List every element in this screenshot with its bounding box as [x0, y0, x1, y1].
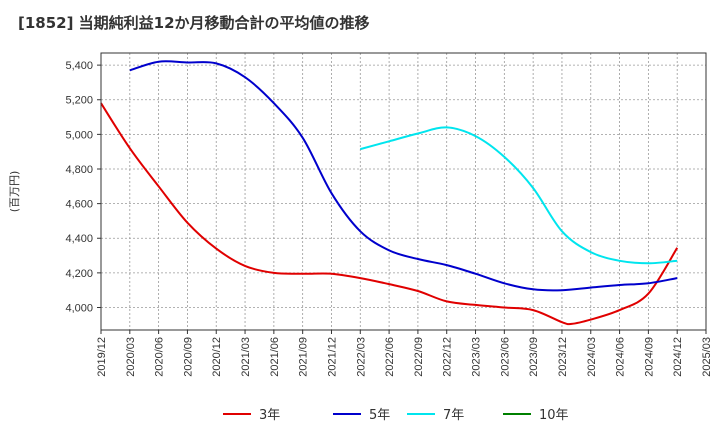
plot-area: [101, 53, 706, 330]
x-tick-label: 2020/03: [125, 337, 137, 377]
series-line-3年: [100, 102, 679, 326]
y-tick-label: 4,600: [65, 199, 93, 211]
x-tick-label: 2023/06: [499, 337, 511, 377]
legend: 3年 5年 7年 10年: [223, 408, 569, 423]
plot-frame: [100, 52, 707, 331]
x-tick-label: 2021/12: [327, 337, 339, 377]
x-tick-label: 2021/03: [240, 337, 252, 377]
grid-lines: [100, 53, 707, 330]
x-tick-label: 2020/09: [182, 337, 194, 377]
x-tick-label: 2022/03: [355, 337, 367, 377]
x-tick-label: 2024/03: [586, 337, 598, 377]
x-tick-label: 2024/09: [643, 337, 655, 377]
x-tick-label: 2023/03: [471, 337, 483, 377]
x-tick-label: 2022/09: [413, 337, 425, 377]
x-tick-label: 2019/12: [96, 337, 108, 377]
x-tick-label: 2020/06: [154, 337, 166, 377]
series-line-7年: [360, 126, 678, 265]
x-tick-label: 2024/06: [615, 337, 627, 377]
x-tick-label: 2025/03: [701, 337, 713, 377]
x-tick-label: 2022/12: [442, 337, 454, 377]
axes: 4,000 4,200 4,400 4,600 4,800 5,000 5,200 5,400…: [8, 52, 713, 377]
y-axis-label: (百万円): [8, 171, 21, 213]
x-tick-label: 2023/12: [557, 337, 569, 377]
x-tick-label: 2021/09: [298, 337, 310, 377]
y-tick-label: 4,000: [65, 302, 93, 314]
x-tick-label: 2022/06: [384, 337, 396, 377]
x-tick-label: 2020/12: [211, 337, 223, 377]
y-tick-label: 5,400: [65, 60, 93, 72]
x-tick-label: 2024/12: [672, 337, 684, 377]
legend-label-3年: 3年: [259, 408, 280, 423]
legend-label-5年: 5年: [369, 408, 390, 423]
y-tick-label: 5,000: [65, 129, 93, 141]
x-tick-label: 2023/09: [528, 337, 540, 377]
y-tick-label: 4,400: [65, 233, 93, 245]
series-line-5年: [129, 60, 678, 292]
plot-background: [101, 53, 706, 330]
chart-title: [1852] 当期純利益12か月移動合計の平均値の推移: [18, 14, 370, 32]
x-tick-label: 2021/06: [269, 337, 281, 377]
y-tick-label: 4,800: [65, 164, 93, 176]
y-tick-label: 5,200: [65, 95, 93, 107]
y-tick-label: 4,200: [65, 268, 93, 280]
series-lines: [100, 60, 679, 326]
legend-label-7年: 7年: [443, 408, 464, 423]
legend-label-10年: 10年: [539, 408, 569, 423]
